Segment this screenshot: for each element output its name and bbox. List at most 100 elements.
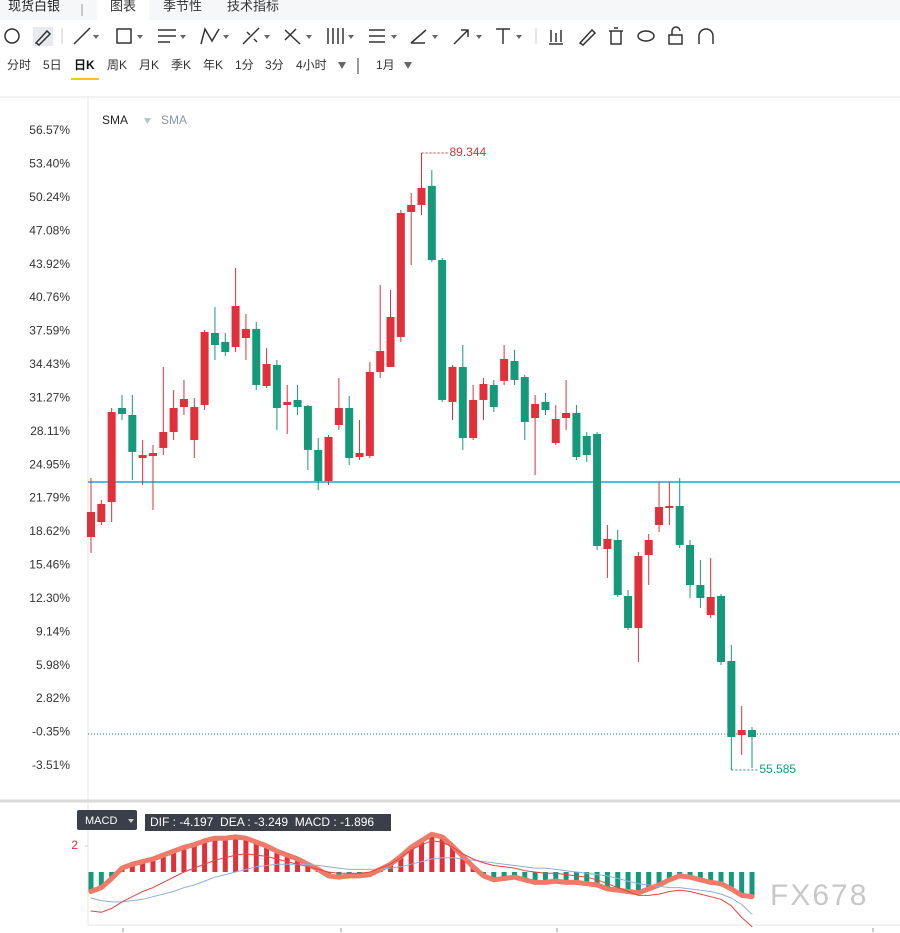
timeframe[interactable]: 5日 [43,58,62,72]
macd-bar [553,871,559,882]
candle-body [138,455,147,458]
candle-body [531,403,540,419]
macd-bar [728,871,734,889]
y-tick-label: -3.51% [32,758,70,772]
candle-body [179,399,188,408]
y-tick-label: 18.62% [29,524,70,538]
candle-body [572,412,581,458]
candle-body [376,351,385,372]
tool-icon[interactable] [668,34,683,45]
candle-body [479,384,488,400]
candle-body [262,364,271,387]
dropdown[interactable] [128,819,134,823]
dropdown[interactable] [306,35,312,39]
dropdown[interactable] [338,62,346,69]
tool-icon[interactable] [578,28,597,46]
timeframe[interactable]: 4小时 [296,58,327,72]
tab[interactable]: 技术指标 [227,0,279,13]
dropdown[interactable] [93,35,99,39]
tab[interactable]: 图表 [110,0,136,13]
range-selector[interactable]: 1月 [376,58,395,72]
timeframe[interactable]: 3分 [265,58,284,72]
tool-icon[interactable] [410,29,427,44]
timeframe[interactable]: 1分 [235,58,254,72]
candle-body [603,538,612,549]
dropdown[interactable] [180,35,186,39]
indicator-box[interactable] [77,810,137,830]
indicator-label[interactable]: SMA [102,113,128,127]
candle-body [87,511,95,538]
dropdown[interactable] [137,35,143,39]
candle-body [655,507,664,525]
candle-body [169,407,178,432]
tool-icon[interactable] [284,28,301,45]
macd-bar [749,871,755,897]
tool-icon[interactable] [609,27,623,45]
tool-icon[interactable] [4,28,20,44]
timeframe[interactable]: 日K [74,58,95,72]
timeframe[interactable]: 周K [107,58,127,72]
macd-bar [697,871,703,880]
y-tick-label: 9.14% [36,624,70,638]
dropdown[interactable] [223,35,229,39]
tool-icon[interactable] [637,30,655,42]
macd-bar [501,871,507,879]
candle-body [97,503,106,523]
dropdown[interactable] [516,35,522,39]
active-tab-bg [97,0,149,20]
tool-icon[interactable] [671,26,681,35]
tool-icon[interactable] [549,30,563,45]
timeframe[interactable]: 分时 [7,58,31,72]
tool-icon[interactable] [496,28,510,44]
timeframe[interactable]: 年K [203,58,223,72]
macd-bar [718,871,724,884]
dropdown[interactable] [348,35,354,39]
dropdown[interactable] [432,35,438,39]
tool-icon[interactable] [369,29,385,43]
macd-bar [491,871,497,880]
candle-body [210,332,219,345]
tool-icon[interactable] [34,29,52,46]
candle-body [345,407,354,458]
y-tick-label: 43.92% [29,257,70,271]
dropdown[interactable] [144,118,151,124]
tab-bar [0,0,900,20]
macd-bar [88,871,94,892]
tab[interactable]: 现货白银 [8,0,60,13]
indicator-name[interactable]: MACD [85,815,117,827]
watermark: FX678 [770,879,868,912]
candle-body [613,540,622,595]
tool-icon[interactable] [327,28,344,44]
candle-body [231,306,240,348]
tool-icon[interactable] [698,28,714,44]
indicator-label[interactable]: SMA [161,113,187,127]
dropdown[interactable] [391,35,397,39]
candle-body [324,436,333,482]
macd-bar [532,871,538,883]
candle-body [624,596,633,629]
dropdown[interactable] [264,35,270,39]
candle-body [283,401,292,406]
tool-icon[interactable] [242,27,260,45]
tool-icon[interactable] [73,27,91,45]
macd-bar [212,838,218,872]
timeframe[interactable]: 季K [171,58,191,72]
tab[interactable]: 季节性 [163,0,202,13]
tool-icon[interactable] [116,28,132,44]
dropdown[interactable] [404,62,412,69]
timeframe[interactable]: 月K [139,58,159,72]
macd-bar [222,838,228,872]
macd-bar [202,840,208,872]
y-tick-label: 24.95% [29,457,70,471]
candle-body [407,204,416,212]
macd-bar [140,861,146,872]
dropdown[interactable] [476,35,482,39]
tool-icon[interactable] [200,27,220,45]
tool-icon[interactable] [453,29,469,45]
tool-icon[interactable] [158,29,176,43]
candle-body [272,364,281,408]
macd-bar [584,871,590,884]
macd-bar [284,855,290,872]
candle-body [148,453,157,456]
